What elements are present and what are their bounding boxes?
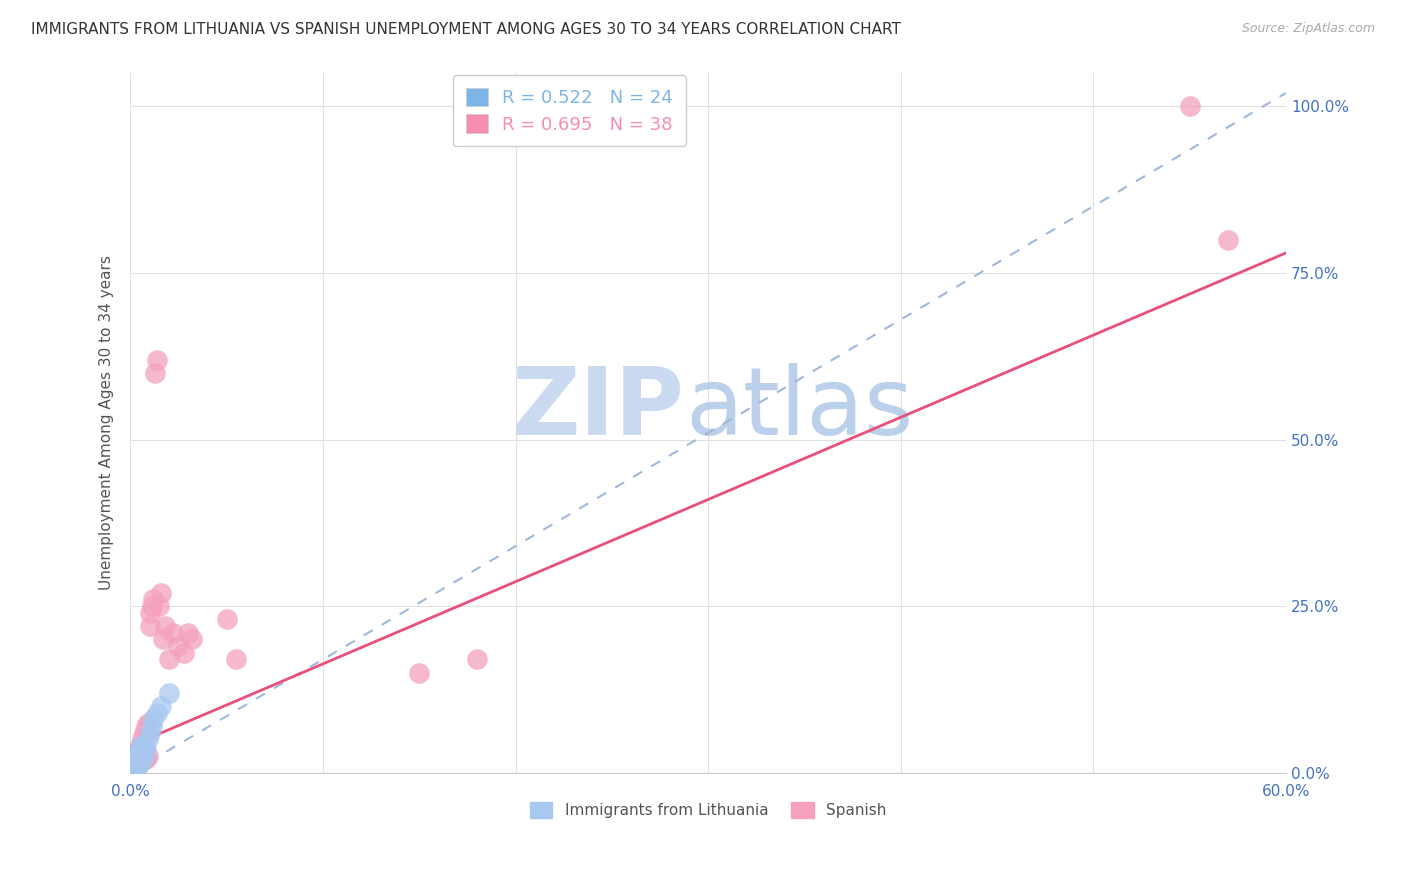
Text: ZIP: ZIP <box>512 363 685 455</box>
Point <box>125 763 148 777</box>
Point <box>125 752 148 766</box>
Point <box>131 752 153 766</box>
Text: atlas: atlas <box>685 363 914 455</box>
Point <box>141 599 163 614</box>
Point <box>127 746 149 760</box>
Point <box>225 652 247 666</box>
Point <box>132 739 155 753</box>
Point <box>131 732 153 747</box>
Point <box>1218 233 1240 247</box>
Point <box>129 752 152 766</box>
Point <box>215 612 238 626</box>
Text: IMMIGRANTS FROM LITHUANIA VS SPANISH UNEMPLOYMENT AMONG AGES 30 TO 34 YEARS CORR: IMMIGRANTS FROM LITHUANIA VS SPANISH UNE… <box>31 22 901 37</box>
Point <box>173 646 195 660</box>
Text: Source: ZipAtlas.com: Source: ZipAtlas.com <box>1241 22 1375 36</box>
Point <box>121 763 143 777</box>
Y-axis label: Unemployment Among Ages 30 to 34 years: Unemployment Among Ages 30 to 34 years <box>100 255 114 591</box>
Point <box>146 706 169 720</box>
Point <box>142 592 165 607</box>
Point <box>162 625 184 640</box>
Point <box>148 599 170 614</box>
Point <box>122 752 145 766</box>
Point <box>136 749 159 764</box>
Point <box>157 686 180 700</box>
Point <box>127 752 149 766</box>
Point <box>152 632 174 647</box>
Legend: Immigrants from Lithuania, Spanish: Immigrants from Lithuania, Spanish <box>523 797 893 824</box>
Point <box>127 752 149 766</box>
Point <box>121 763 143 777</box>
Point <box>167 639 190 653</box>
Point <box>150 699 173 714</box>
Point <box>131 752 153 766</box>
Point <box>135 742 157 756</box>
Point <box>408 665 430 680</box>
Point <box>135 719 157 733</box>
Point <box>129 749 152 764</box>
Point <box>127 759 149 773</box>
Point <box>129 756 152 770</box>
Point <box>146 352 169 367</box>
Point <box>153 619 176 633</box>
Point <box>125 756 148 770</box>
Point <box>138 606 160 620</box>
Point <box>129 739 152 753</box>
Point <box>132 749 155 764</box>
Point <box>177 625 200 640</box>
Point <box>465 652 488 666</box>
Point <box>157 652 180 666</box>
Point <box>145 366 167 380</box>
Point <box>141 719 163 733</box>
Point <box>125 749 148 764</box>
Point <box>150 586 173 600</box>
Point <box>135 752 157 766</box>
Point <box>127 746 149 760</box>
Point <box>122 759 145 773</box>
Point <box>131 742 153 756</box>
Point <box>132 725 155 739</box>
Point <box>1178 99 1201 113</box>
Point <box>136 715 159 730</box>
Point <box>142 713 165 727</box>
Point <box>138 725 160 739</box>
Point <box>122 759 145 773</box>
Point <box>132 749 155 764</box>
Point <box>125 756 148 770</box>
Point <box>129 739 152 753</box>
Point <box>181 632 204 647</box>
Point <box>138 619 160 633</box>
Point <box>136 732 159 747</box>
